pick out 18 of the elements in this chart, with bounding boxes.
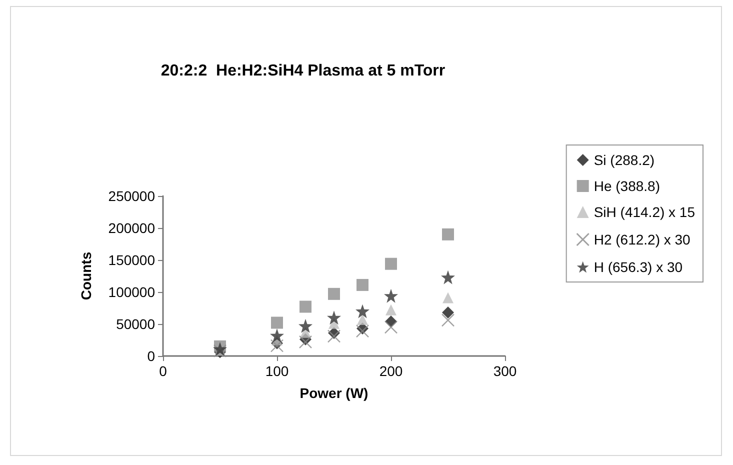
y-tick-label: 50000 — [116, 316, 156, 332]
x-tick-label: 100 — [265, 363, 289, 379]
x-tick-label: 200 — [379, 363, 403, 379]
x-tick-label: 300 — [493, 363, 517, 379]
y-tick-label: 150000 — [108, 252, 156, 268]
legend-label: SiH (414.2) x 15 — [594, 204, 696, 220]
legend-label: H (656.3) x 30 — [594, 259, 683, 275]
y-tick-label: 0 — [147, 348, 156, 364]
y-tick-label: 100000 — [108, 284, 156, 300]
y-tick-label: 200000 — [108, 220, 156, 236]
y-tick-label: 250000 — [108, 188, 156, 204]
x-axis-title: Power (W) — [300, 385, 368, 401]
legend-label: He (388.8) — [594, 178, 660, 194]
chart-title: 20:2:2 He:H2:SiH4 Plasma at 5 mTorr — [160, 62, 446, 80]
legend-label: H2 (612.2) x 30 — [594, 232, 691, 248]
y-axis-title: Counts — [78, 252, 94, 300]
x-tick-label: 0 — [159, 363, 168, 379]
legend-label: Si (288.2) — [594, 152, 655, 168]
